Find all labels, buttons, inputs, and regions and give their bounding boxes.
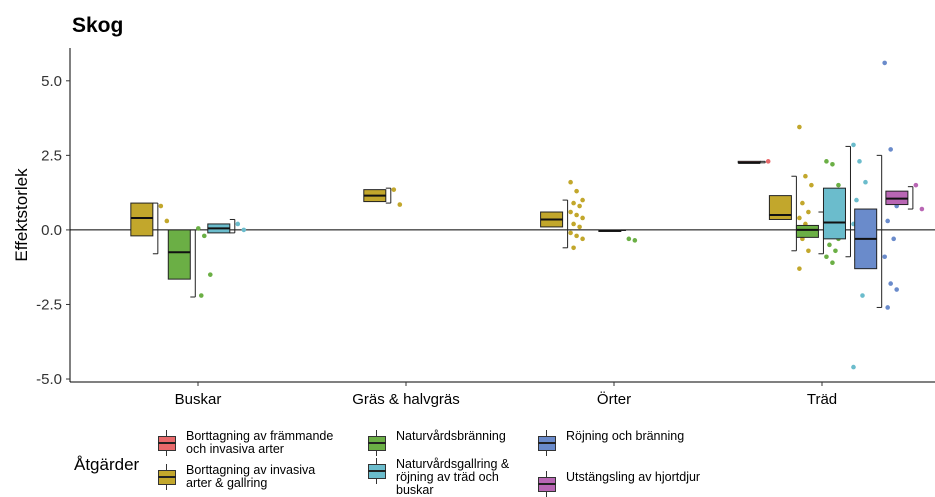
box--rter-4-point: [577, 224, 582, 230]
box-tr-d-9-point: [851, 364, 856, 370]
box--rter-5-point: [632, 238, 638, 243]
box-tr-d-8-point: [830, 162, 835, 167]
box-tr-d-8-point: [836, 182, 841, 188]
box-tr-d-7-point: [797, 124, 802, 130]
box-buskar-1-point: [198, 293, 204, 298]
box-tr-d-7-point: [797, 266, 802, 271]
box-buskar-2-point: [235, 221, 241, 227]
box-buskar-1: [167, 229, 191, 280]
box--rter-4-point: [568, 179, 573, 185]
legend-title: Åtgärder: [74, 455, 140, 474]
x-tick-label: Träd: [807, 391, 837, 408]
y-tick-label: 2.5: [41, 147, 62, 164]
box-buskar-0: [130, 202, 154, 237]
y-tick-label: 0.0: [41, 222, 62, 239]
box-tr-d-9-point: [860, 293, 865, 298]
box-tr-d-7: [768, 195, 792, 220]
box--rter-4-point: [574, 188, 579, 194]
box-tr-d-9-point: [857, 159, 862, 164]
box-tr-d-7-point: [806, 248, 811, 254]
y-tick-label: -2.5: [36, 296, 62, 313]
x-tick-label: Buskar: [175, 391, 222, 408]
box-tr-d-9: [822, 187, 846, 240]
box-tr-d-9-point: [851, 142, 856, 148]
box-buskar-1-point: [195, 226, 201, 231]
box-tr-d-7-point: [800, 200, 805, 206]
box-tr-d-7-point: [806, 209, 811, 215]
box-tr-d-10-point: [888, 147, 893, 152]
box--rter-5-point: [626, 236, 632, 242]
box-gr-s-halvgr-s-3-point: [397, 202, 403, 207]
box--rter-4-point: [574, 212, 579, 218]
box-tr-d-10-point: [882, 60, 887, 66]
box-tr-d-11-point: [919, 206, 925, 212]
box-tr-d-10-point: [885, 218, 890, 224]
box-tr-d-7-point: [797, 215, 802, 221]
chart-title: Skog: [72, 14, 124, 37]
box-tr-d-9-point: [854, 197, 859, 203]
y-tick-label: 5.0: [41, 73, 62, 90]
box-tr-d-10-point: [891, 236, 896, 242]
box--rter-4-point: [571, 200, 576, 206]
box-tr-d-10-point: [885, 305, 890, 310]
box--rter-4-point: [574, 233, 579, 239]
box--rter-4-point: [577, 203, 582, 209]
box-tr-d-10-point: [894, 287, 899, 292]
box-gr-s-halvgr-s-3-point: [391, 187, 397, 192]
box-tr-d-8-point: [824, 159, 829, 164]
x-tick-label: Örter: [597, 390, 631, 408]
box-tr-d-8: [795, 224, 819, 238]
box-tr-d-11-point: [913, 182, 919, 188]
box-buskar-1-point: [207, 272, 213, 277]
x-tick-label: Gräs & halvgräs: [352, 391, 460, 408]
box-tr-d-9-point: [863, 179, 868, 185]
box--rter-4-point: [571, 245, 576, 251]
box-buskar-1-point: [201, 233, 207, 239]
box--rter-4-point: [580, 236, 585, 242]
box--rter-4-point: [580, 215, 585, 221]
box-tr-d-10-point: [888, 281, 893, 286]
box-tr-d-7-point: [803, 173, 808, 179]
box-tr-d-8-point: [824, 254, 829, 260]
box-buskar-2-point: [241, 227, 247, 233]
box-tr-d-8-point: [830, 260, 835, 266]
y-axis-label: Effektstorlek: [12, 168, 31, 262]
box-tr-d-7-point: [809, 182, 814, 188]
box--rter-4-point: [568, 230, 573, 236]
box--rter-4-point: [580, 197, 585, 203]
box--rter-4-point: [568, 209, 573, 215]
box-tr-d-8-point: [833, 248, 838, 254]
box-buskar-0-point: [164, 218, 170, 224]
box-buskar-0-point: [158, 203, 164, 209]
box-tr-d-10-point: [882, 254, 887, 260]
y-tick-label: -5.0: [36, 371, 62, 388]
box--rter-4-point: [571, 221, 576, 227]
box-tr-d-8-point: [827, 242, 832, 248]
box-tr-d-6-point: [765, 159, 771, 164]
